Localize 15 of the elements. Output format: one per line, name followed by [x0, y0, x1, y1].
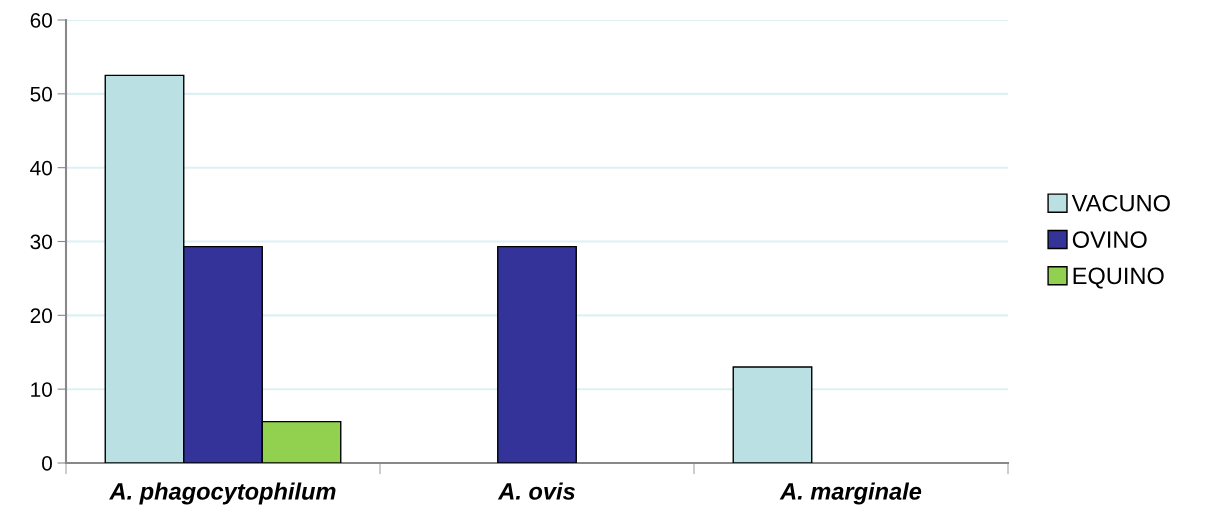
legend-label: VACUNO — [1071, 194, 1170, 212]
x-tick-label: A. marginale — [779, 482, 922, 505]
y-tick-label: 10 — [31, 382, 52, 397]
y-tick-label: 20 — [30, 308, 52, 324]
x-tick-label: A. ovis — [497, 482, 575, 500]
y-tick-label: 60 — [30, 13, 52, 28]
y-tick-label: 40 — [30, 160, 52, 176]
x-tick-label: A. phagocytophilum — [109, 482, 336, 505]
y-tick-label: 30 — [30, 234, 52, 250]
y-tick-label: 50 — [30, 86, 52, 102]
bar — [732, 366, 813, 463]
legend-label: EQUINO — [1073, 267, 1164, 289]
legend-label: OVINO — [1072, 231, 1147, 248]
bar — [497, 245, 577, 463]
y-tick-label: 0 — [42, 456, 52, 471]
